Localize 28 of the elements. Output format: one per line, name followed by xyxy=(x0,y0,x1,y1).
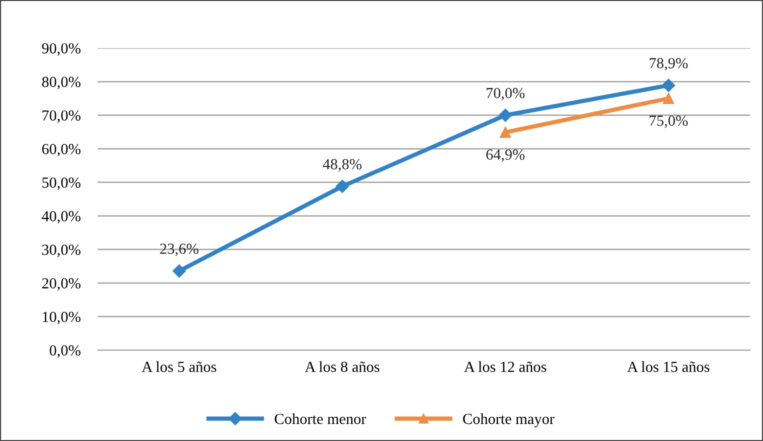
data-label: 78,9% xyxy=(650,58,688,71)
y-tick-label: 30,0% xyxy=(42,244,80,258)
data-label: 70,0% xyxy=(486,88,525,100)
y-tick-label: 70,0% xyxy=(42,110,80,123)
point xyxy=(336,180,349,193)
point xyxy=(172,264,186,278)
x-tick-label: A los 5 años xyxy=(142,361,216,372)
y-tick-label: 50,0% xyxy=(42,177,80,190)
y-tick-label: 60,0% xyxy=(42,144,80,156)
x-tick-label: A los 8 años xyxy=(304,361,380,372)
y-tick-label: 10,0% xyxy=(42,312,80,324)
x-tick-label: A los 15 años xyxy=(627,361,710,372)
data-label: 23,6% xyxy=(160,244,198,256)
x-tick-label: A los 12 años xyxy=(464,361,546,372)
legend-label: Cohorte menor xyxy=(274,413,366,424)
point xyxy=(498,108,512,122)
point xyxy=(662,92,674,104)
legend-label: Cohorte mayor xyxy=(463,413,554,428)
point xyxy=(500,126,511,138)
data-label: 75,0% xyxy=(650,116,688,128)
point xyxy=(662,78,676,92)
data-label: 48,8% xyxy=(322,159,362,172)
data-label: 64,9% xyxy=(486,149,525,162)
y-tick-label: 90,0% xyxy=(42,43,80,56)
y-tick-label: 20,0% xyxy=(42,278,80,291)
y-tick-label: 40,0% xyxy=(42,211,80,224)
y-tick-label: 80,0% xyxy=(42,76,80,90)
y-tick-label: 0,0% xyxy=(50,345,80,358)
